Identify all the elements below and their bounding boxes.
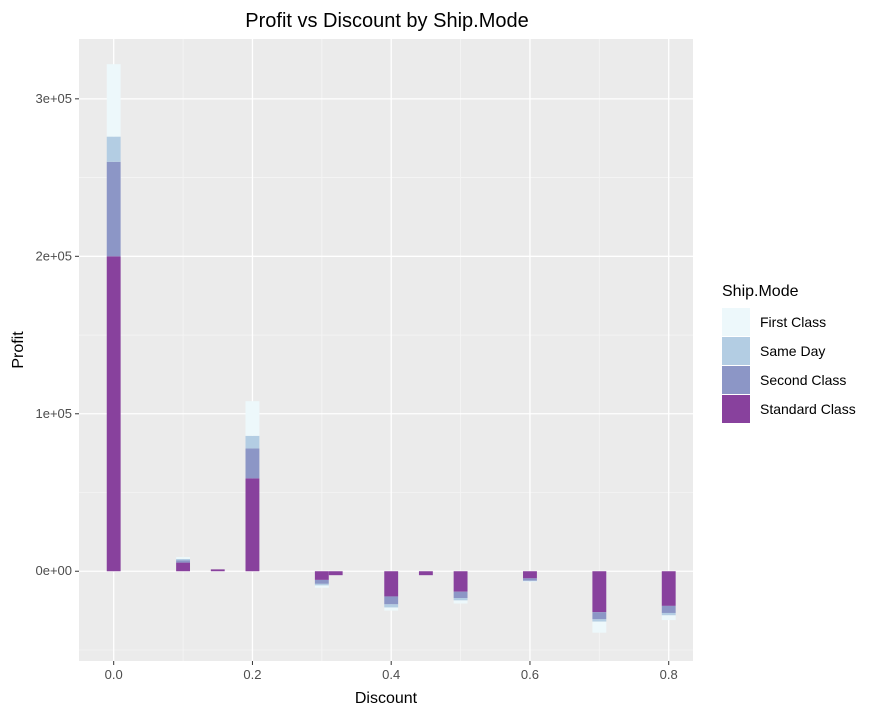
bar (592, 621, 607, 633)
bar (453, 600, 468, 604)
bar (245, 448, 260, 479)
legend-key (722, 337, 750, 365)
bars (106, 64, 676, 633)
bar (245, 401, 260, 436)
legend-key (722, 395, 750, 423)
bar (245, 435, 260, 449)
y-tick-label: 1e+05 (35, 406, 72, 421)
legend-label: Standard Class (760, 401, 856, 417)
bar (210, 569, 225, 572)
bar (453, 591, 468, 599)
bar (176, 558, 191, 561)
plot-panel (79, 39, 693, 661)
bar (523, 571, 537, 579)
bar (314, 579, 329, 584)
y-tick-label: 2e+05 (35, 248, 72, 263)
x-tick-label: 0.4 (382, 667, 400, 682)
bar (592, 619, 607, 622)
y-axis: 0e+00 1e+05 2e+05 3e+05 (35, 91, 79, 578)
legend-key (722, 366, 750, 394)
x-axis: 0.0 0.2 0.4 0.6 0.8 (105, 661, 678, 682)
bar (661, 605, 676, 613)
bar (106, 64, 121, 137)
bar (176, 560, 191, 563)
bar (661, 615, 676, 621)
bar (384, 604, 399, 608)
x-tick-label: 0.8 (660, 667, 678, 682)
bar (176, 562, 191, 572)
bar (328, 571, 343, 576)
bar (523, 581, 537, 583)
legend-items: First Class Same Day Second Class Standard … (722, 308, 856, 423)
legend-label: Second Class (760, 372, 846, 388)
x-tick-label: 0.2 (243, 667, 261, 682)
grid-minor (79, 39, 693, 661)
bar (523, 580, 537, 582)
bar (523, 578, 537, 581)
y-axis-title: Profit (10, 331, 27, 369)
y-tick-label: 3e+05 (35, 91, 72, 106)
bar (314, 585, 329, 588)
bar (384, 571, 399, 597)
x-tick-label: 0.0 (105, 667, 123, 682)
y-tick-label: 0e+00 (35, 563, 72, 578)
bar (245, 478, 260, 572)
chart-title: Profit vs Discount by Ship.Mode (245, 10, 528, 32)
bar (314, 571, 329, 580)
bar (314, 583, 329, 586)
bar (106, 161, 121, 257)
bar (592, 612, 607, 620)
bar (176, 557, 191, 559)
legend-key (722, 308, 750, 336)
bar (418, 571, 433, 576)
bar (453, 598, 468, 601)
legend: Ship.Mode First Class Same Day Second Clas… (722, 283, 856, 423)
bar (384, 596, 399, 605)
bar (106, 256, 121, 572)
bar (106, 136, 121, 162)
bar (453, 571, 468, 592)
legend-title: Ship.Mode (722, 283, 799, 300)
bar (661, 612, 676, 616)
legend-label: First Class (760, 314, 826, 330)
bar (384, 607, 399, 611)
x-axis-title: Discount (355, 690, 418, 707)
bar (661, 571, 676, 606)
legend-label: Same Day (760, 343, 825, 359)
bar (592, 571, 607, 613)
x-tick-label: 0.6 (521, 667, 539, 682)
